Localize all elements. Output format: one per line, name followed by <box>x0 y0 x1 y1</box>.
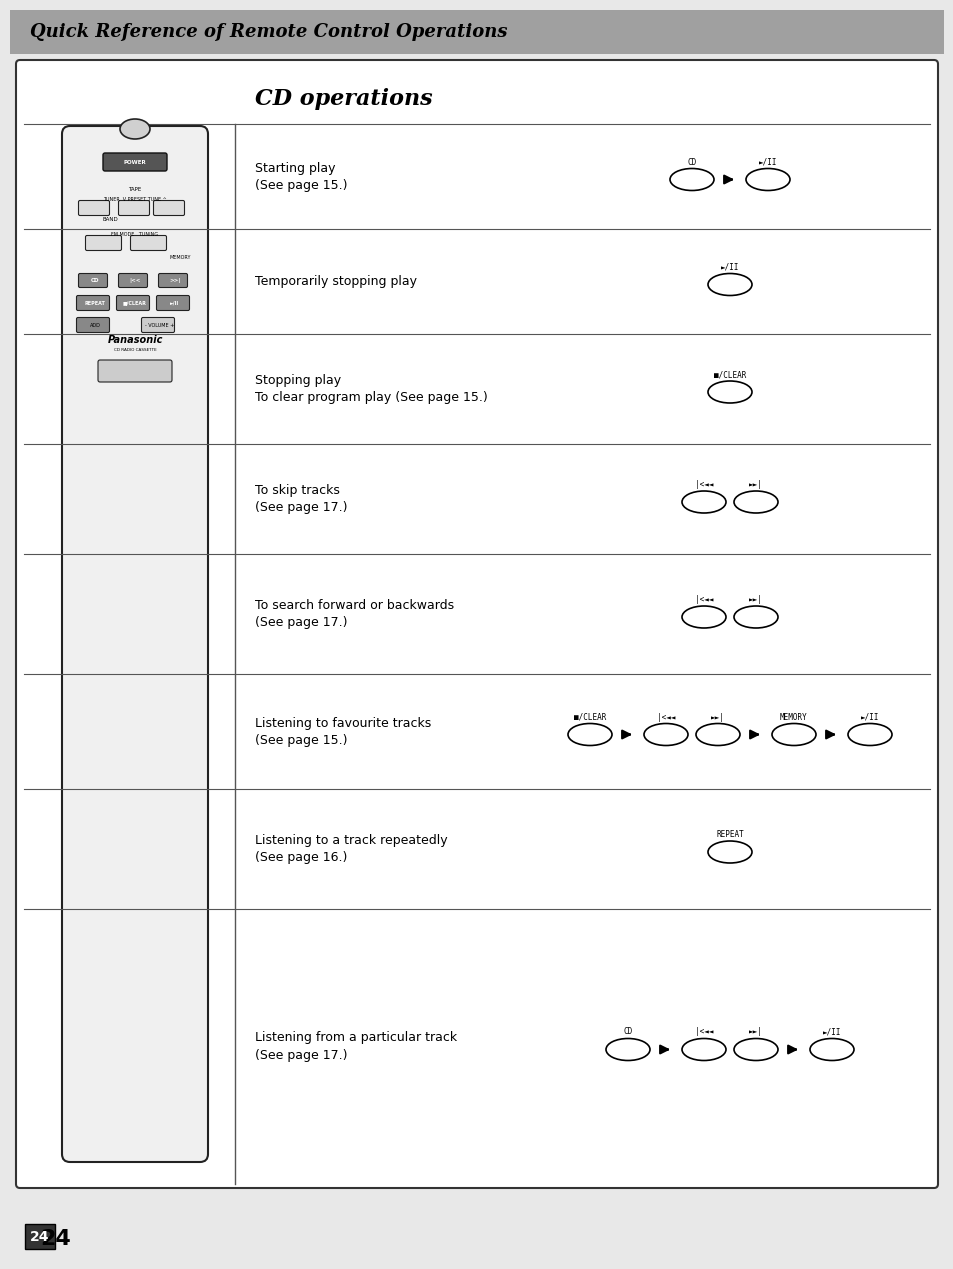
FancyBboxPatch shape <box>141 317 174 332</box>
Text: BAND: BAND <box>102 217 118 222</box>
Text: TUNER  V PRESET TUNE ^: TUNER V PRESET TUNE ^ <box>103 197 167 202</box>
FancyBboxPatch shape <box>153 201 184 216</box>
Text: 24: 24 <box>30 1230 50 1244</box>
Text: Quick Reference of Remote Control Operations: Quick Reference of Remote Control Operat… <box>30 23 507 41</box>
FancyBboxPatch shape <box>10 10 943 55</box>
Text: - VOLUME +: - VOLUME + <box>145 322 174 327</box>
FancyBboxPatch shape <box>62 126 208 1162</box>
Ellipse shape <box>605 1038 649 1061</box>
Ellipse shape <box>681 1038 725 1061</box>
Text: ►/II: ►/II <box>720 263 739 272</box>
FancyBboxPatch shape <box>118 201 150 216</box>
Ellipse shape <box>771 723 815 745</box>
Text: REPEAT: REPEAT <box>716 830 743 839</box>
Text: Starting play
(See page 15.): Starting play (See page 15.) <box>254 161 347 192</box>
Ellipse shape <box>681 491 725 513</box>
Text: |<◄◄: |<◄◄ <box>694 480 713 489</box>
Text: ►►|: ►►| <box>748 1028 762 1037</box>
FancyBboxPatch shape <box>131 236 167 250</box>
FancyBboxPatch shape <box>86 236 121 250</box>
FancyBboxPatch shape <box>103 154 167 171</box>
FancyBboxPatch shape <box>98 360 172 382</box>
Text: ■/CLEAR: ■/CLEAR <box>573 712 605 722</box>
FancyBboxPatch shape <box>156 296 190 311</box>
Text: ►/II: ►/II <box>171 301 179 306</box>
Ellipse shape <box>696 723 740 745</box>
Ellipse shape <box>733 1038 778 1061</box>
Text: CD: CD <box>622 1028 632 1037</box>
FancyBboxPatch shape <box>16 60 937 1188</box>
Text: |<◄◄: |<◄◄ <box>656 712 675 722</box>
Text: To search forward or backwards
(See page 17.): To search forward or backwards (See page… <box>254 599 454 629</box>
Text: FM MODE   TUNING: FM MODE TUNING <box>112 231 158 236</box>
FancyBboxPatch shape <box>116 296 150 311</box>
FancyBboxPatch shape <box>118 274 148 288</box>
Text: Panasonic: Panasonic <box>107 335 163 345</box>
Text: To skip tracks
(See page 17.): To skip tracks (See page 17.) <box>254 483 347 514</box>
Ellipse shape <box>707 274 751 296</box>
Text: CD operations: CD operations <box>254 88 432 110</box>
Text: >>|: >>| <box>169 278 180 283</box>
Text: MEMORY: MEMORY <box>169 255 191 259</box>
Ellipse shape <box>733 607 778 628</box>
Text: ►►|: ►►| <box>710 712 724 722</box>
Text: REPEAT: REPEAT <box>85 301 106 306</box>
Ellipse shape <box>745 169 789 190</box>
Ellipse shape <box>643 723 687 745</box>
Text: Temporarily stopping play: Temporarily stopping play <box>254 275 416 288</box>
Text: CD RADIO CASSETTE: CD RADIO CASSETTE <box>113 348 156 352</box>
Ellipse shape <box>567 723 612 745</box>
Text: |<◄◄: |<◄◄ <box>694 1028 713 1037</box>
Ellipse shape <box>120 119 150 140</box>
FancyBboxPatch shape <box>78 274 108 288</box>
Ellipse shape <box>681 607 725 628</box>
Text: ■/CLEAR: ■/CLEAR <box>123 301 147 306</box>
Text: ►►|: ►►| <box>748 595 762 604</box>
Ellipse shape <box>733 491 778 513</box>
Text: TAPE: TAPE <box>129 187 141 192</box>
Text: ►/II: ►/II <box>821 1028 841 1037</box>
FancyBboxPatch shape <box>76 296 110 311</box>
Text: 24: 24 <box>40 1228 71 1249</box>
Ellipse shape <box>669 169 713 190</box>
Text: POWER: POWER <box>124 160 146 165</box>
FancyBboxPatch shape <box>158 274 188 288</box>
Text: Stopping play
To clear program play (See page 15.): Stopping play To clear program play (See… <box>254 374 487 404</box>
FancyBboxPatch shape <box>25 1225 55 1249</box>
Text: |<◄◄: |<◄◄ <box>694 595 713 604</box>
Text: CD: CD <box>687 157 696 166</box>
Text: Listening to a track repeatedly
(See page 16.): Listening to a track repeatedly (See pag… <box>254 834 447 864</box>
Text: ►/II: ►/II <box>860 712 879 722</box>
Ellipse shape <box>707 381 751 404</box>
Text: ►/II: ►/II <box>758 157 777 166</box>
Text: |<<: |<< <box>130 278 140 283</box>
Text: ►►|: ►►| <box>748 480 762 489</box>
Text: Listening from a particular track
(See page 17.): Listening from a particular track (See p… <box>254 1032 456 1061</box>
Ellipse shape <box>707 841 751 863</box>
FancyBboxPatch shape <box>78 201 110 216</box>
Text: CD: CD <box>91 278 99 283</box>
Text: MEMORY: MEMORY <box>780 712 807 722</box>
Text: ■/CLEAR: ■/CLEAR <box>713 371 745 379</box>
Ellipse shape <box>847 723 891 745</box>
Ellipse shape <box>809 1038 853 1061</box>
FancyBboxPatch shape <box>76 317 110 332</box>
Text: ADD: ADD <box>90 322 100 327</box>
Text: Listening to favourite tracks
(See page 15.): Listening to favourite tracks (See page … <box>254 717 431 746</box>
